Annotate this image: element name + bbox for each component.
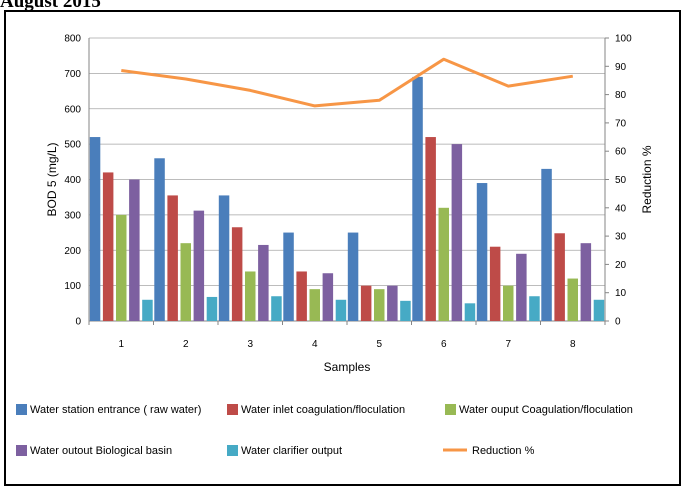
bar xyxy=(438,207,449,321)
bar xyxy=(142,299,153,321)
bar xyxy=(593,299,605,321)
bar xyxy=(271,296,282,321)
legend-label: Reduction % xyxy=(472,445,535,457)
y2-tick-label: 20 xyxy=(615,260,627,271)
bar xyxy=(400,300,411,321)
bar xyxy=(154,158,165,321)
bar xyxy=(193,210,205,321)
legend-swatch xyxy=(16,404,27,415)
bar xyxy=(245,271,256,321)
legend-label: Water clarifier output xyxy=(241,445,342,457)
y-axis-title: BOD 5 (mg/L) xyxy=(45,142,59,216)
bar xyxy=(296,271,307,321)
legend-swatch xyxy=(445,404,456,415)
bar xyxy=(412,76,423,321)
x-tick-label: 4 xyxy=(312,339,318,350)
reduction-line xyxy=(121,57,574,108)
y2-tick-label: 80 xyxy=(615,90,627,101)
page-heading: August 2015 xyxy=(0,0,101,12)
y-tick-label: 0 xyxy=(75,317,81,328)
bar xyxy=(387,285,398,321)
chart-frame xyxy=(4,10,681,486)
bar xyxy=(116,214,127,321)
y-tick-label: 700 xyxy=(64,69,81,80)
bar xyxy=(503,285,514,321)
y2-tick-label: 10 xyxy=(615,288,627,299)
bar xyxy=(283,232,294,321)
bar xyxy=(335,299,347,321)
x-tick-label: 2 xyxy=(183,339,189,350)
x-tick-label: 7 xyxy=(505,339,511,350)
legend-label: Water inlet coagulation/floculation xyxy=(241,404,405,416)
x-axis-title: Samples xyxy=(324,360,371,374)
y2-tick-label: 90 xyxy=(615,62,627,73)
x-tick-label: 5 xyxy=(376,339,382,350)
bar xyxy=(129,179,140,321)
bar xyxy=(476,183,488,321)
bar xyxy=(258,244,269,321)
y-tick-label: 800 xyxy=(64,34,81,45)
x-tick-label: 1 xyxy=(118,339,124,350)
bar xyxy=(309,289,320,321)
x-tick-label: 3 xyxy=(247,339,253,350)
y2-tick-label: 60 xyxy=(615,147,627,158)
legend-swatch xyxy=(16,445,27,456)
legend-label: Water outout Biological basin xyxy=(30,445,172,457)
bar xyxy=(464,303,476,321)
legend-label: Water station entrance ( raw water) xyxy=(30,404,201,416)
y2-tick-label: 70 xyxy=(615,118,627,129)
bar xyxy=(580,243,592,321)
bar xyxy=(89,137,101,321)
bar xyxy=(360,285,372,321)
bar xyxy=(206,296,218,321)
bar xyxy=(167,195,178,321)
legend-swatch xyxy=(227,445,238,456)
y-tick-label: 500 xyxy=(64,140,81,151)
x-tick-label: 6 xyxy=(441,339,447,350)
legend-swatch xyxy=(227,404,238,415)
y-tick-label: 300 xyxy=(64,210,81,221)
bar xyxy=(567,278,578,321)
bar xyxy=(218,195,230,321)
y2-tick-label: 100 xyxy=(615,34,632,45)
y2-axis-title: Reduction % xyxy=(640,145,654,213)
legend-label: Water ouput Coagulation/floculation xyxy=(459,404,633,416)
bar xyxy=(489,246,501,321)
y2-tick-label: 40 xyxy=(615,203,627,214)
bar xyxy=(102,172,114,321)
y-tick-label: 200 xyxy=(64,246,81,257)
bar xyxy=(516,253,527,321)
y-tick-label: 400 xyxy=(64,175,81,186)
bar xyxy=(231,227,243,321)
bar xyxy=(347,232,359,321)
bar xyxy=(554,233,565,321)
bar xyxy=(322,273,334,321)
y2-tick-label: 30 xyxy=(615,232,627,243)
bar xyxy=(374,289,385,321)
bar xyxy=(541,168,552,321)
y-tick-label: 100 xyxy=(64,281,81,292)
x-tick-label: 8 xyxy=(570,339,576,350)
bar xyxy=(529,296,540,321)
bar xyxy=(451,144,463,321)
bar xyxy=(180,243,191,321)
bar xyxy=(425,137,436,321)
y2-tick-label: 0 xyxy=(615,317,621,328)
y2-tick-label: 50 xyxy=(615,175,627,186)
y-tick-label: 600 xyxy=(64,104,81,115)
